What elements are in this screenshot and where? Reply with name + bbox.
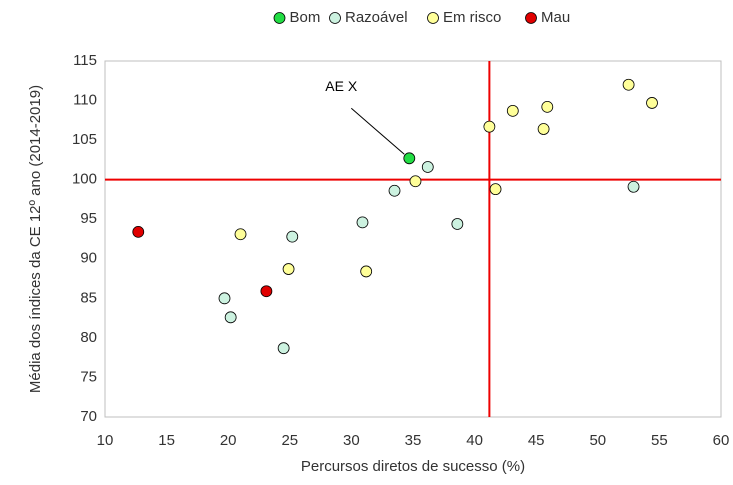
- x-tick-label: 55: [651, 432, 668, 449]
- point: [282, 263, 295, 275]
- legend-label: Em risco: [443, 9, 501, 26]
- point: [483, 120, 496, 133]
- point: [277, 342, 290, 355]
- point: [627, 180, 640, 193]
- x-tick-label: 30: [343, 432, 360, 449]
- point: [388, 184, 401, 197]
- x-tick-label: 45: [528, 432, 545, 449]
- point: [622, 78, 635, 91]
- y-tick-label: 85: [80, 289, 97, 306]
- x-tick-label: 40: [466, 432, 483, 449]
- y-tick-label: 95: [80, 210, 97, 227]
- x-tick-label: 10: [97, 432, 114, 449]
- point: [132, 225, 145, 238]
- point: [356, 216, 369, 229]
- point: [403, 152, 416, 165]
- y-tick-label: 90: [80, 250, 97, 267]
- legend-marker: [273, 12, 286, 24]
- point: [360, 265, 373, 278]
- point: [409, 175, 422, 188]
- y-tick-label: 110: [73, 92, 97, 109]
- point: [489, 183, 502, 196]
- point: [234, 228, 247, 241]
- point: [451, 218, 464, 230]
- x-tick-label: 35: [405, 432, 422, 449]
- legend-marker: [427, 12, 439, 24]
- point: [537, 123, 550, 135]
- point: [260, 285, 273, 298]
- y-tick-label: 80: [80, 329, 97, 346]
- x-tick-label: 50: [589, 432, 606, 449]
- y-tick-label: 75: [80, 368, 97, 385]
- point: [224, 311, 237, 324]
- point: [646, 97, 658, 109]
- annotation-arrow: [350, 107, 405, 155]
- y-tick-label: 100: [72, 171, 97, 188]
- legend-label: Razoável: [345, 9, 408, 26]
- point: [218, 292, 231, 305]
- point: [541, 100, 554, 113]
- point: [506, 104, 519, 117]
- plot-frame: [104, 60, 722, 418]
- point: [286, 230, 299, 243]
- legend-marker: [329, 12, 341, 24]
- y-tick-label: 105: [72, 131, 97, 148]
- y-tick-label: 115: [73, 52, 97, 69]
- x-tick-label: 15: [158, 432, 175, 449]
- y-axis-label: Média dos índices da CE 12º ano (2014-20…: [27, 85, 44, 393]
- point: [421, 161, 434, 173]
- y-tick-label: 70: [80, 408, 97, 425]
- x-tick-label: 20: [220, 432, 237, 449]
- x-tick-label: 60: [713, 432, 730, 449]
- legend-label: Bom: [290, 9, 321, 26]
- annotation-text: AE X: [325, 78, 358, 94]
- legend-marker: [525, 12, 537, 24]
- legend-label: Mau: [541, 9, 570, 26]
- x-tick-label: 25: [281, 432, 298, 449]
- x-axis-label: Percursos diretos de sucesso (%): [301, 458, 525, 475]
